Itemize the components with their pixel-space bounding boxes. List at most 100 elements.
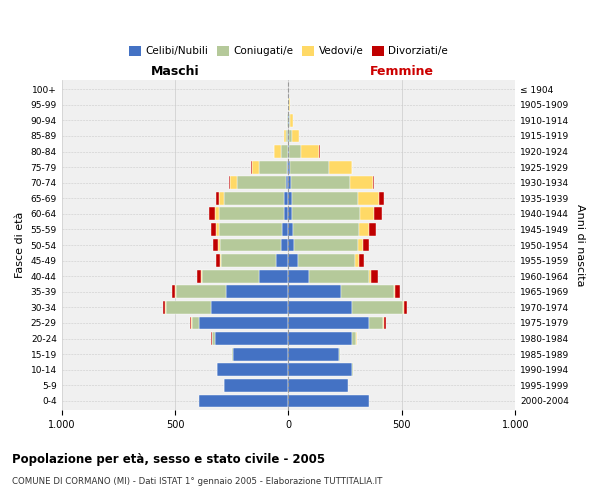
Bar [373, 176, 374, 189]
Bar [298, 254, 355, 267]
Bar [379, 192, 384, 204]
Text: Femmine: Femmine [370, 66, 434, 78]
Bar [259, 160, 287, 173]
Bar [218, 238, 220, 252]
Bar [281, 238, 289, 252]
Bar [289, 394, 369, 407]
Bar [284, 130, 286, 142]
Y-axis label: Anni di nascita: Anni di nascita [575, 204, 585, 286]
Text: Popolazione per età, sesso e stato civile - 2005: Popolazione per età, sesso e stato civil… [12, 452, 325, 466]
Bar [276, 254, 289, 267]
Bar [286, 130, 288, 142]
Bar [404, 301, 407, 314]
Bar [217, 364, 289, 376]
Legend: Celibi/Nubili, Coniugati/e, Vedovi/e, Divorziati/e: Celibi/Nubili, Coniugati/e, Vedovi/e, Di… [125, 42, 452, 60]
Bar [199, 394, 289, 407]
Bar [281, 145, 288, 158]
Bar [289, 98, 290, 111]
Bar [233, 348, 289, 360]
Bar [363, 238, 369, 252]
Bar [284, 208, 289, 220]
Bar [259, 270, 289, 282]
Bar [358, 238, 363, 252]
Bar [214, 238, 218, 252]
Bar [217, 254, 220, 267]
Bar [289, 238, 294, 252]
Bar [289, 316, 369, 330]
Bar [358, 192, 379, 204]
Bar [216, 223, 218, 236]
Bar [211, 301, 289, 314]
Bar [224, 192, 284, 204]
Bar [211, 223, 216, 236]
Bar [289, 114, 290, 127]
Bar [292, 192, 358, 204]
Bar [361, 208, 374, 220]
Bar [403, 301, 404, 314]
Bar [215, 208, 219, 220]
Bar [383, 316, 384, 330]
Bar [274, 145, 281, 158]
Bar [289, 364, 352, 376]
Bar [166, 301, 211, 314]
Bar [289, 223, 293, 236]
Bar [220, 238, 281, 252]
Bar [288, 145, 289, 158]
Bar [215, 192, 220, 204]
Bar [232, 348, 233, 360]
Bar [369, 223, 376, 236]
Bar [292, 208, 361, 220]
Bar [356, 332, 357, 345]
Bar [289, 208, 292, 220]
Bar [197, 270, 202, 282]
Bar [202, 270, 259, 282]
Bar [212, 332, 215, 345]
Bar [352, 301, 403, 314]
Bar [284, 192, 289, 204]
Bar [289, 286, 341, 298]
Bar [359, 254, 364, 267]
Bar [291, 176, 350, 189]
Bar [289, 348, 339, 360]
Bar [172, 286, 175, 298]
Bar [341, 286, 394, 298]
Bar [220, 254, 221, 267]
Bar [292, 130, 299, 142]
Bar [224, 379, 289, 392]
Bar [289, 332, 352, 345]
Bar [282, 223, 289, 236]
Bar [237, 176, 286, 189]
Bar [221, 254, 276, 267]
Bar [290, 160, 329, 173]
Bar [286, 176, 289, 189]
Bar [293, 223, 359, 236]
Bar [289, 160, 290, 173]
Bar [289, 176, 291, 189]
Bar [199, 316, 289, 330]
Bar [190, 316, 191, 330]
Bar [359, 223, 369, 236]
Bar [329, 160, 352, 173]
Bar [220, 192, 224, 204]
Bar [350, 176, 373, 189]
Bar [339, 348, 340, 360]
Bar [384, 316, 386, 330]
Bar [369, 316, 383, 330]
Bar [289, 254, 298, 267]
Bar [289, 145, 301, 158]
Bar [289, 270, 310, 282]
Bar [230, 176, 237, 189]
Bar [218, 223, 282, 236]
Bar [251, 160, 259, 173]
Bar [394, 286, 395, 298]
Bar [287, 160, 289, 173]
Bar [289, 301, 352, 314]
Bar [176, 286, 226, 298]
Bar [371, 270, 379, 282]
Bar [395, 286, 400, 298]
Bar [287, 114, 288, 127]
Bar [191, 316, 199, 330]
Bar [352, 332, 356, 345]
Bar [163, 301, 165, 314]
Bar [219, 208, 284, 220]
